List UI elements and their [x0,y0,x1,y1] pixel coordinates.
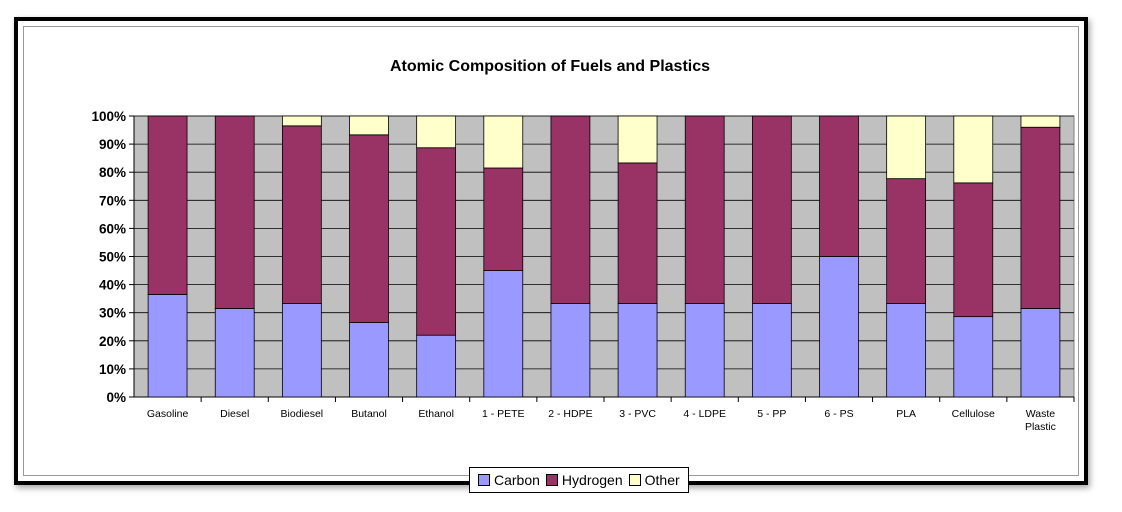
bar-carbon-0 [147,294,188,398]
x-tick-label: Butanol [351,408,387,420]
bar-hydrogen-1 [214,115,255,309]
legend-label-carbon: Carbon [494,472,540,488]
y-tick-label: 50% [99,250,126,265]
bar-carbon-6 [550,303,591,398]
legend-swatch-other [628,474,641,486]
bar-hydrogen-7 [617,162,658,304]
x-tick-label: 6 - PS [824,408,853,420]
chart-figure: Atomic Composition of Fuels and Plastics… [14,17,1088,493]
x-tick-label: 4 - LDPE [683,408,726,420]
bar-carbon-10 [819,256,859,398]
bar-other-13 [1020,115,1061,128]
x-tick-label: Cellulose [952,408,995,420]
bar-carbon-12 [953,316,994,398]
x-tick-label: 1 - PETE [482,408,525,420]
x-tick-label: 5 - PP [757,408,786,420]
y-tick-label: 80% [99,165,126,180]
y-tick-label: 0% [106,390,126,405]
bar-hydrogen-4 [416,147,457,336]
bar-hydrogen-13 [1020,126,1061,309]
bar-hydrogen-5 [483,167,524,271]
legend: Carbon Hydrogen Other [469,467,689,493]
bar-other-12 [953,115,994,184]
legend-swatch-hydrogen [545,474,558,486]
bar-other-3 [349,115,389,136]
bar-hydrogen-10 [819,115,859,257]
chart-title: Atomic Composition of Fuels and Plastics [390,58,710,75]
legend-label-other: Other [644,472,680,488]
bar-hydrogen-11 [886,178,927,304]
legend-label-hydrogen: Hydrogen [561,472,623,488]
y-tick-label: 10% [99,362,126,377]
bar-carbon-8 [684,303,725,398]
bar-carbon-13 [1020,308,1061,398]
x-tick-label: 2 - HDPE [548,408,592,420]
y-tick-label: 60% [99,221,126,236]
y-tick-label: 100% [91,109,126,124]
bar-carbon-1 [214,308,255,398]
bar-hydrogen-6 [550,115,591,304]
bar-hydrogen-9 [751,115,792,304]
y-tick-label: 70% [99,193,126,208]
bar-hydrogen-2 [281,125,322,304]
x-tick-label: 3 - PVC [619,408,656,420]
bar-hydrogen-12 [953,182,994,318]
bar-other-7 [617,115,658,164]
bar-carbon-5 [483,270,524,398]
y-tick-label: 90% [99,137,126,152]
bar-carbon-7 [617,303,658,398]
bar-carbon-9 [751,303,792,398]
bar-carbon-2 [281,303,322,398]
y-tick-label: 20% [99,334,126,349]
bar-carbon-4 [416,334,457,398]
bar-other-11 [886,115,927,180]
y-tick-label: 30% [99,306,126,321]
bar-hydrogen-3 [349,134,389,323]
x-tick-label: Ethanol [418,408,454,420]
y-tick-label: 40% [99,278,126,293]
bar-hydrogen-8 [684,115,725,304]
bar-other-5 [483,115,524,169]
x-tick-label: PLA [896,408,916,420]
legend-item-hydrogen: Hydrogen [545,472,623,488]
legend-item-other: Other [628,472,680,488]
bar-carbon-3 [349,322,389,398]
chart-area: Atomic Composition of Fuels and Plastics… [23,26,1079,493]
legend-item-carbon: Carbon [478,472,540,488]
bar-other-2 [281,115,322,127]
x-tick-label: Waste Plastic [1025,408,1056,433]
x-tick-label: Biodiesel [281,408,324,420]
bar-other-4 [416,115,457,149]
chart-svg: Atomic Composition of Fuels and Plastics… [91,58,1075,433]
legend-swatch-carbon [478,474,490,486]
x-tick-label: Diesel [220,408,249,420]
x-tick-label: Gasoline [147,408,189,420]
bar-hydrogen-0 [147,115,188,295]
bar-carbon-11 [886,303,927,398]
